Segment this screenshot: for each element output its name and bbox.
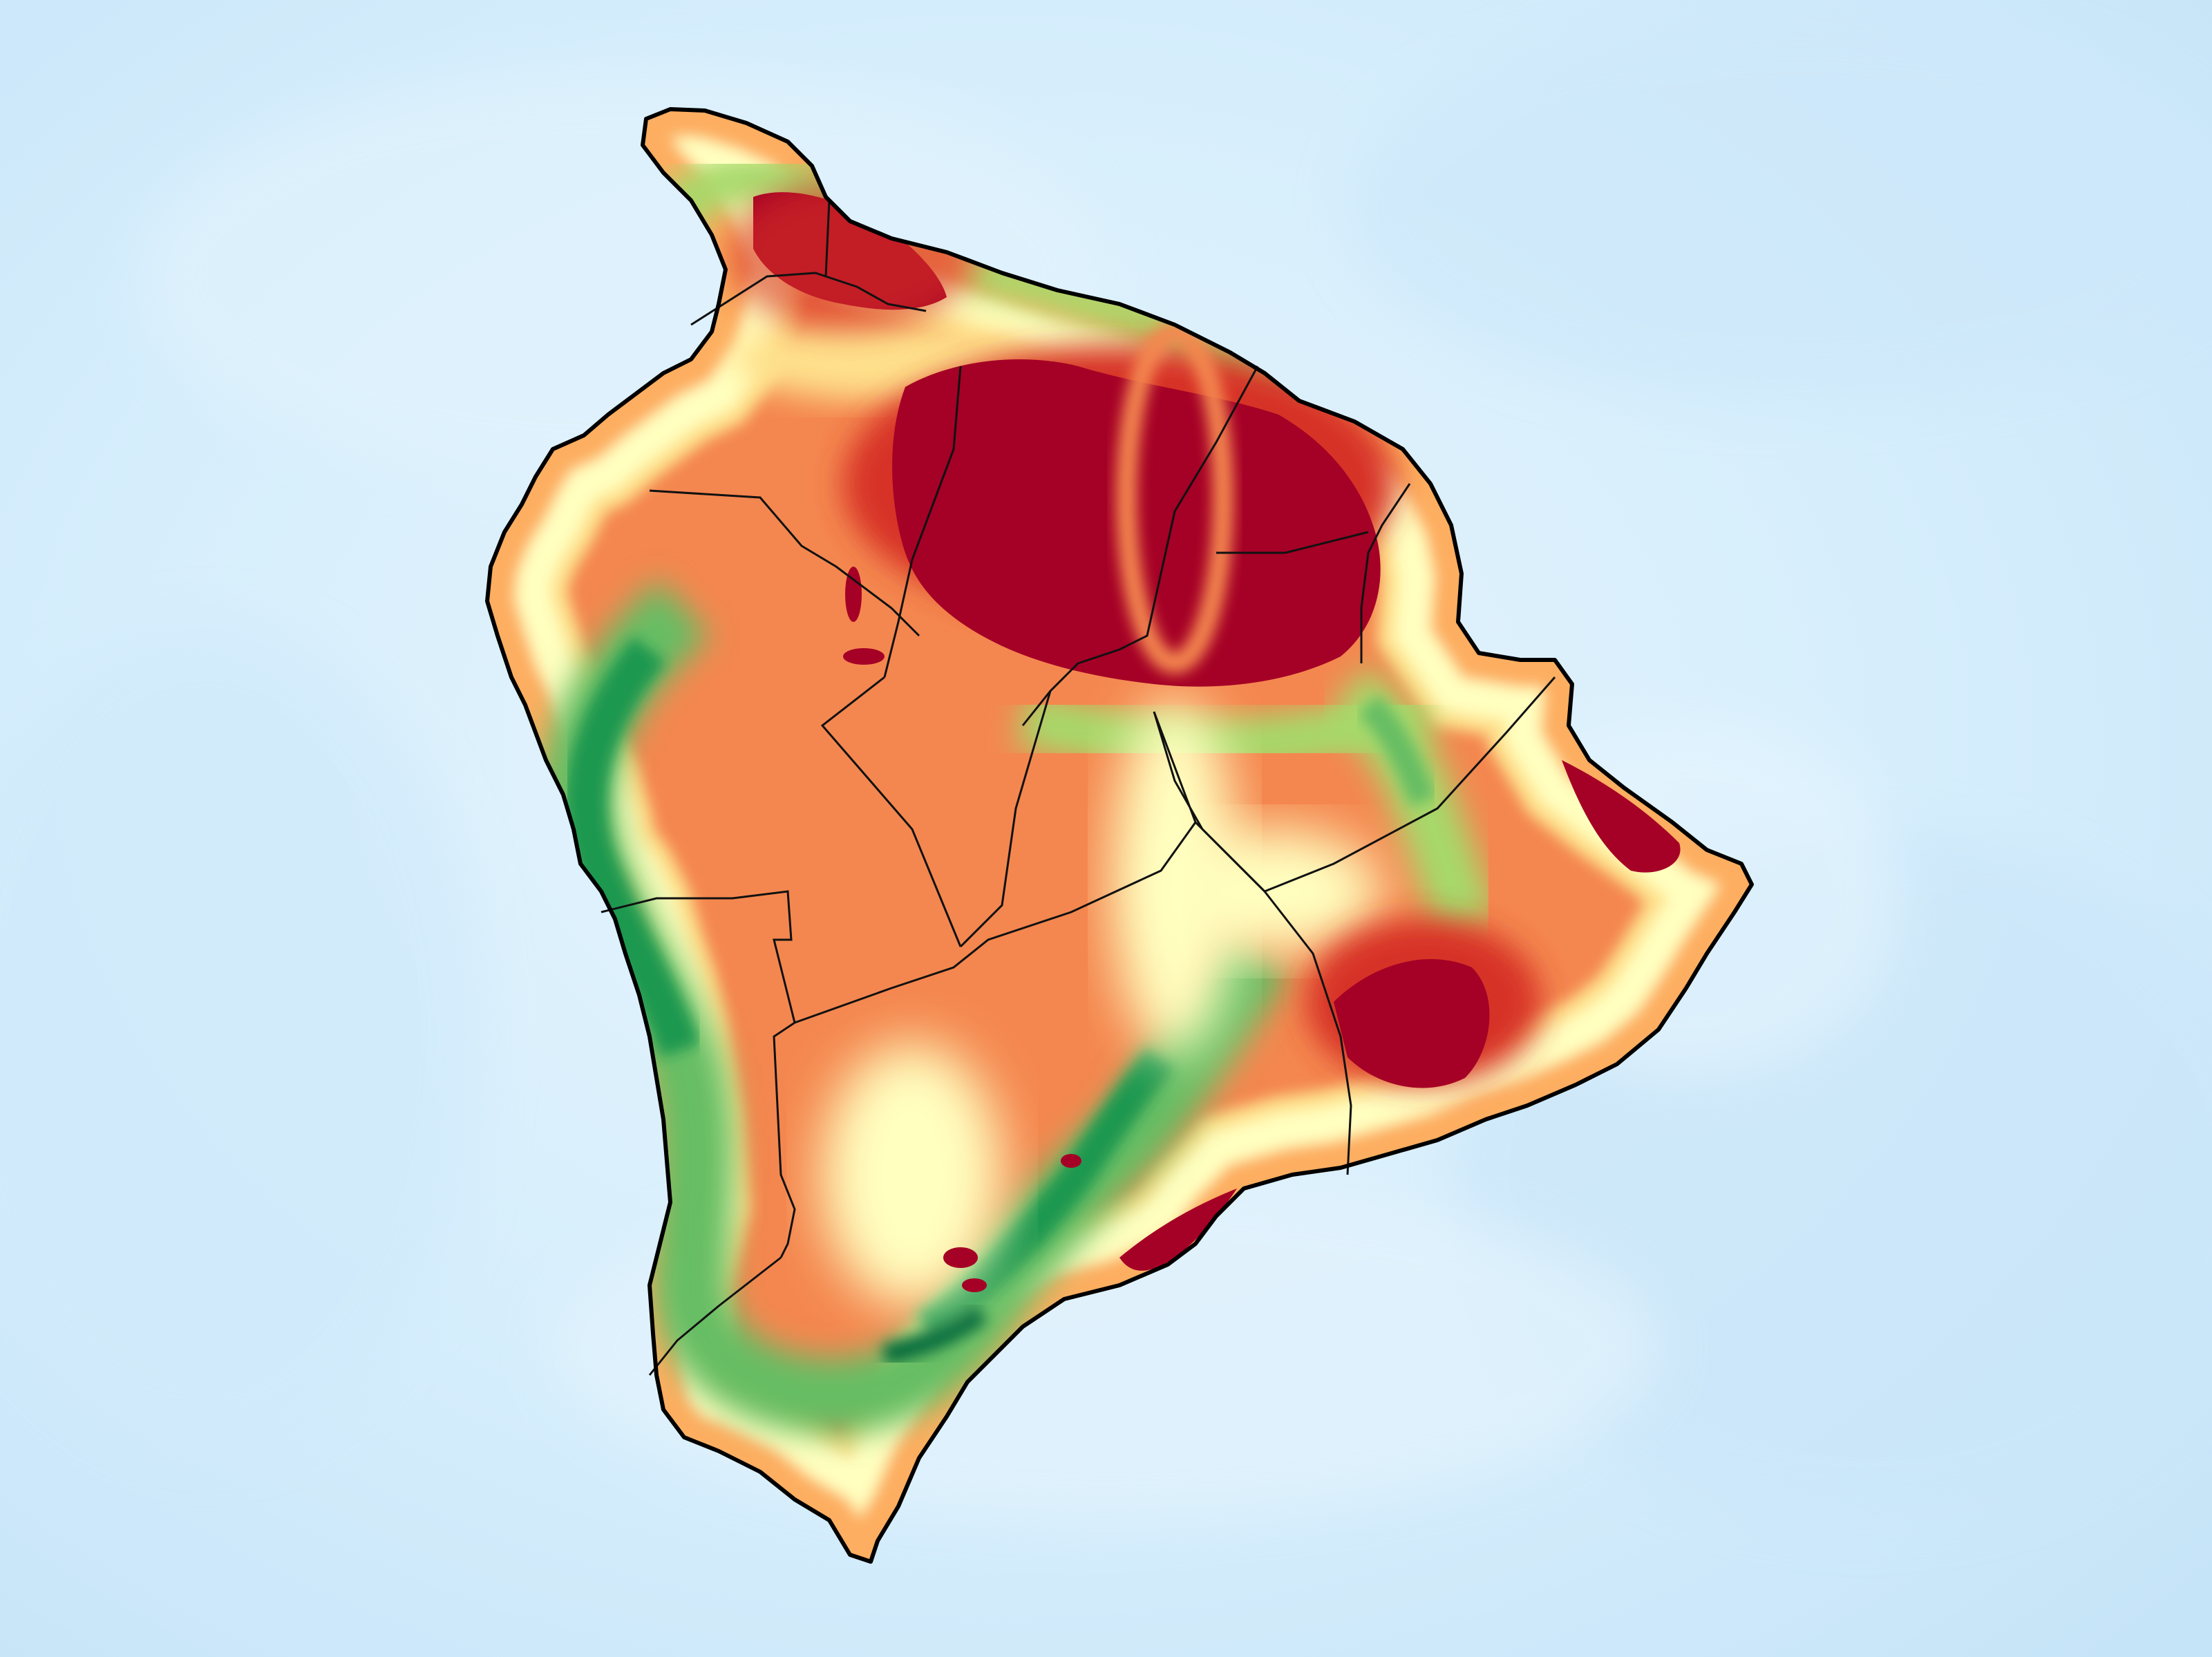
coastline [485, 107, 1754, 1564]
district-boundaries [601, 200, 1556, 1376]
